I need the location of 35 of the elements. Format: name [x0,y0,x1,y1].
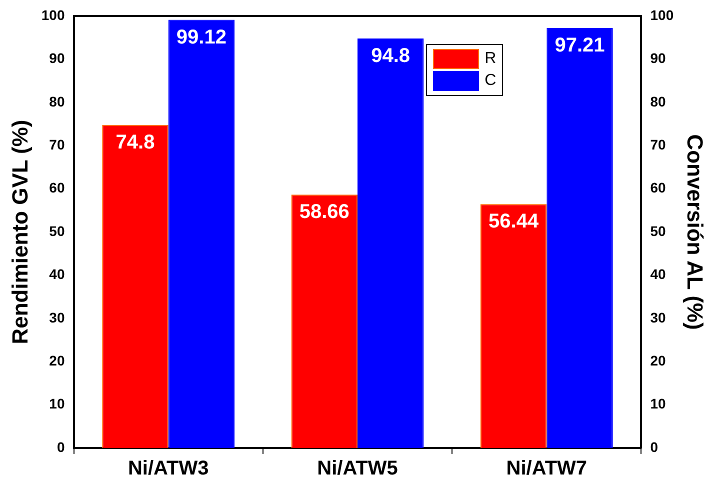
data-label: 58.66 [299,201,350,224]
y-tick-label: 20 [49,352,65,368]
data-label: 74.8 [116,131,155,154]
y2-tick-label: 60 [650,180,666,196]
y-tick-label: 100 [41,6,65,23]
data-label: 56.44 [488,210,540,233]
y-tick-label: 30 [49,309,65,326]
y2-tick-label: 30 [650,309,666,326]
y2-tick-label: 100 [650,6,674,23]
x-tick-label: Ni/ATW3 [128,458,209,480]
y-tick-label: 60 [49,180,65,196]
y2-tick-label: 40 [650,266,666,282]
y-tick-label: 50 [49,222,65,239]
y2-tick-label: 80 [650,93,666,110]
data-label: 99.12 [176,26,226,48]
y-tick-label: 10 [49,396,65,412]
y-tick-label: 70 [49,136,65,152]
y-tick-label: 40 [49,266,65,282]
legend-label: R [484,50,496,68]
legend-label: C [484,72,496,90]
y-tick-label: 80 [49,93,65,110]
data-label: 94.8 [371,44,410,67]
y2-tick-label: 10 [650,396,666,412]
x-tick-label: Ni/ATW5 [317,458,398,480]
y2-axis-title: Conversión AL (%) [682,134,708,330]
y2-tick-label: 0 [650,438,658,455]
y2-tick-label: 50 [650,222,666,239]
y-axis-title: Rendimiento GVL (%) [7,120,32,344]
y-tick-label: 90 [49,50,65,66]
y2-tick-label: 20 [650,352,666,368]
y-tick-label: 0 [56,438,65,455]
y2-tick-label: 90 [650,50,666,66]
data-label: 97.21 [554,34,605,57]
y2-tick-label: 70 [650,136,666,152]
x-tick-label: Ni/ATW7 [506,458,588,480]
